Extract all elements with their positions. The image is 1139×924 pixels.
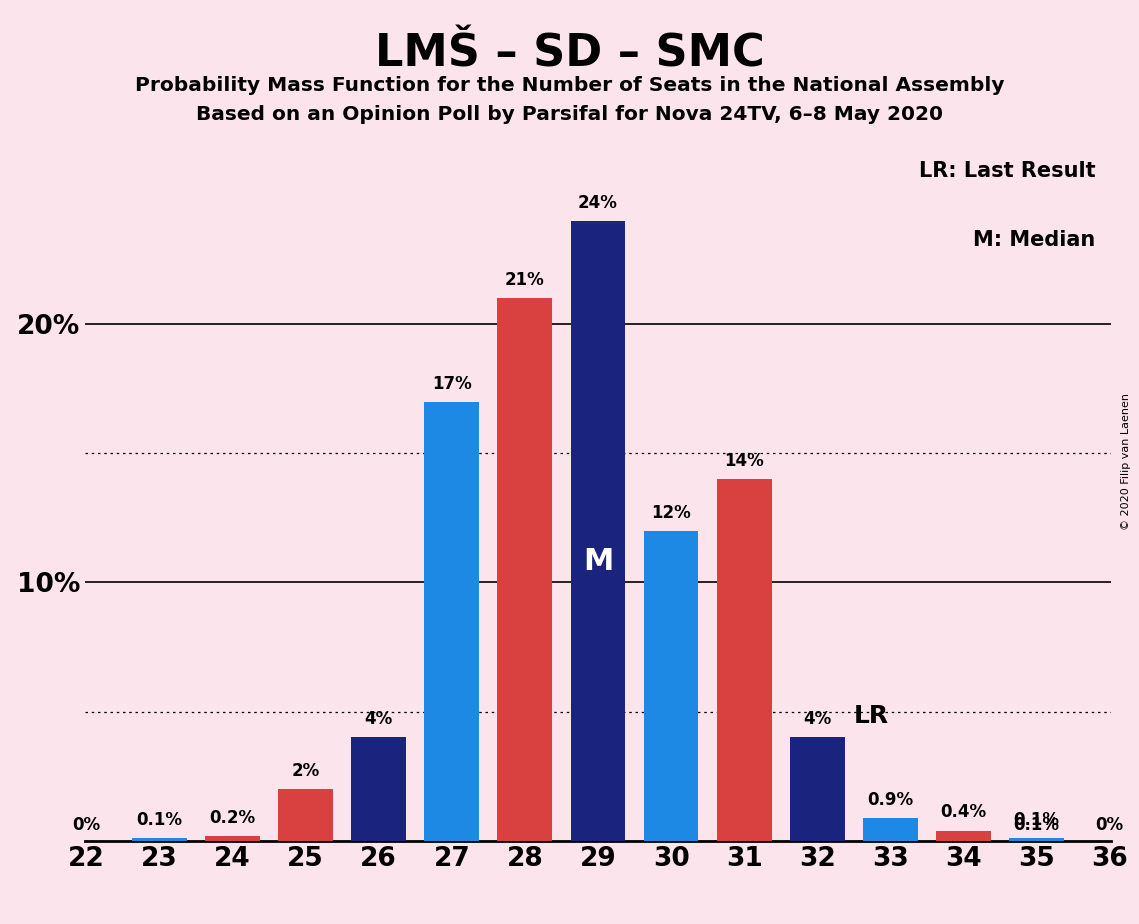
Text: 0%: 0%	[1096, 817, 1124, 834]
Text: 2%: 2%	[292, 762, 320, 780]
Text: 0.4%: 0.4%	[941, 804, 986, 821]
Text: 0.1%: 0.1%	[137, 811, 182, 829]
Bar	[132, 838, 187, 841]
Text: 4%: 4%	[803, 711, 831, 728]
Bar	[351, 737, 407, 841]
Text: 24%: 24%	[577, 194, 618, 212]
Bar	[425, 402, 480, 841]
Text: LR: LR	[854, 704, 888, 728]
Bar	[644, 530, 698, 841]
Text: 17%: 17%	[432, 374, 472, 393]
Text: 12%: 12%	[652, 504, 691, 522]
Text: 0.2%: 0.2%	[210, 808, 255, 827]
Text: 14%: 14%	[724, 452, 764, 470]
Text: 0.1%: 0.1%	[1014, 811, 1059, 829]
Text: M: Median: M: Median	[973, 230, 1096, 250]
Text: LMŠ – SD – SMC: LMŠ – SD – SMC	[375, 32, 764, 76]
Bar	[936, 831, 991, 841]
Text: 4%: 4%	[364, 711, 393, 728]
Text: M: M	[583, 547, 613, 577]
Bar	[1009, 838, 1064, 841]
Text: © 2020 Filip van Laenen: © 2020 Filip van Laenen	[1121, 394, 1131, 530]
Text: Probability Mass Function for the Number of Seats in the National Assembly: Probability Mass Function for the Number…	[134, 76, 1005, 95]
Text: 0%: 0%	[72, 817, 100, 834]
Bar	[278, 789, 333, 841]
Bar	[863, 818, 918, 841]
Text: 0.1%: 0.1%	[1014, 817, 1059, 834]
Text: Based on an Opinion Poll by Parsifal for Nova 24TV, 6–8 May 2020: Based on an Opinion Poll by Parsifal for…	[196, 105, 943, 125]
Bar	[571, 221, 625, 841]
Text: LR: Last Result: LR: Last Result	[918, 161, 1096, 181]
Bar	[789, 737, 845, 841]
Text: 21%: 21%	[505, 272, 544, 289]
Bar	[716, 480, 771, 841]
Text: 0.9%: 0.9%	[867, 791, 913, 808]
Bar	[205, 835, 260, 841]
Bar	[498, 298, 552, 841]
